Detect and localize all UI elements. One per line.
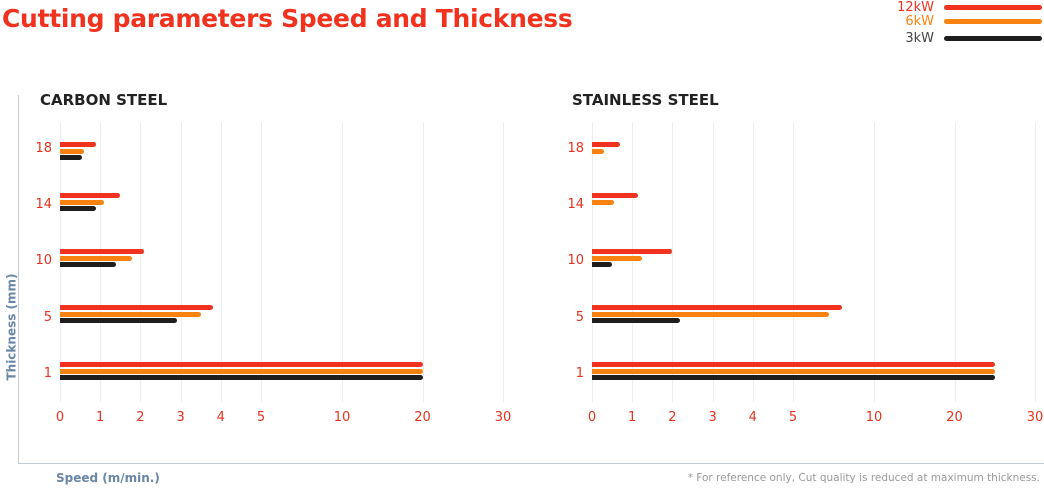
y-tick-label: 18 xyxy=(35,141,52,156)
gridline xyxy=(874,122,875,402)
bar-6kW-18 xyxy=(592,148,605,154)
bar-6kW-14 xyxy=(60,199,105,205)
bar-12kW-14 xyxy=(60,193,121,198)
bar-6kW-10 xyxy=(592,255,643,261)
bar-12kW-14 xyxy=(592,193,639,198)
x-tick-label: 0 xyxy=(587,410,597,425)
y-tick-label: 18 xyxy=(567,141,584,156)
bar-3kW-1 xyxy=(592,375,995,380)
gridline xyxy=(712,122,714,402)
x-tick-label: 2 xyxy=(136,410,145,425)
x-tick-label: 4 xyxy=(748,410,757,425)
x-tick-label: 20 xyxy=(414,410,431,425)
bar-12kW-10 xyxy=(60,249,145,254)
bar-12kW-5 xyxy=(592,305,842,310)
y-axis-label: Thickness (mm) xyxy=(4,273,19,381)
gridline xyxy=(954,122,956,402)
x-tick-label: 10 xyxy=(333,410,351,425)
y-tick-label: 14 xyxy=(567,197,584,212)
bar-12kW-1 xyxy=(60,362,423,367)
gridline xyxy=(220,122,222,402)
bar-3kW-14 xyxy=(60,206,97,211)
gridline xyxy=(342,122,343,402)
bar-6kW-5 xyxy=(60,311,201,317)
bar-12kW-10 xyxy=(592,249,673,254)
legend-line-3kW xyxy=(944,36,1042,41)
x-tick-label: 5 xyxy=(788,410,798,425)
bar-12kW-18 xyxy=(60,142,97,147)
gridline xyxy=(261,122,262,402)
y-tick-label: 5 xyxy=(575,310,584,325)
bar-3kW-1 xyxy=(60,375,423,380)
bar-3kW-5 xyxy=(60,318,177,323)
x-tick-label: 1 xyxy=(628,410,637,425)
bar-12kW-1 xyxy=(592,362,995,367)
page-title: Cutting parameters Speed and Thickness xyxy=(2,4,573,33)
legend-label-12kW: 12kW xyxy=(897,0,934,15)
gridline xyxy=(503,122,504,402)
y-tick-label: 10 xyxy=(567,253,584,268)
x-tick-label: 1 xyxy=(96,410,105,425)
x-tick-label: 2 xyxy=(668,410,677,425)
bar-3kW-18 xyxy=(60,155,83,160)
x-axis-label: Speed (m/min.) xyxy=(56,471,160,485)
gridline xyxy=(793,122,794,402)
x-tick-label: 3 xyxy=(708,410,717,425)
gridline xyxy=(180,122,182,402)
x-tick-label: 30 xyxy=(494,410,512,425)
y-tick-label: 10 xyxy=(35,253,52,268)
x-tick-label: 4 xyxy=(216,410,225,425)
panel-title: STAINLESS STEEL xyxy=(572,91,719,109)
bar-3kW-5 xyxy=(592,318,681,323)
legend-label-6kW: 6kW xyxy=(905,14,934,29)
gridline xyxy=(632,122,634,402)
gridline xyxy=(672,122,674,402)
footnote: * For reference only, Cut quality is red… xyxy=(687,472,1040,484)
x-tick-label: 5 xyxy=(256,410,266,425)
bar-12kW-5 xyxy=(60,305,213,310)
y-tick-label: 14 xyxy=(35,197,52,212)
legend-line-6kW xyxy=(944,19,1042,24)
gridline xyxy=(422,122,424,402)
bar-12kW-18 xyxy=(592,142,621,147)
x-tick-label: 0 xyxy=(55,410,65,425)
y-tick-label: 5 xyxy=(43,310,52,325)
x-tick-label: 10 xyxy=(865,410,883,425)
gridline xyxy=(752,122,754,402)
chart-frame xyxy=(18,95,1044,464)
y-tick-label: 1 xyxy=(575,366,584,381)
bar-6kW-1 xyxy=(60,368,423,374)
gridline xyxy=(140,122,142,402)
gridline xyxy=(1035,122,1036,402)
bar-3kW-10 xyxy=(592,262,613,267)
legend-line-12kW xyxy=(944,5,1042,10)
x-tick-label: 20 xyxy=(946,410,963,425)
x-tick-label: 30 xyxy=(1026,410,1044,425)
bar-6kW-1 xyxy=(592,368,995,374)
legend-label-3kW: 3kW xyxy=(905,31,934,46)
bar-6kW-18 xyxy=(60,148,85,154)
bar-6kW-5 xyxy=(592,311,829,317)
panel-title: CARBON STEEL xyxy=(40,91,168,109)
bar-6kW-14 xyxy=(592,199,615,205)
bar-3kW-10 xyxy=(60,262,117,267)
y-tick-label: 1 xyxy=(43,366,52,381)
x-tick-label: 3 xyxy=(176,410,185,425)
bar-6kW-10 xyxy=(60,255,133,261)
